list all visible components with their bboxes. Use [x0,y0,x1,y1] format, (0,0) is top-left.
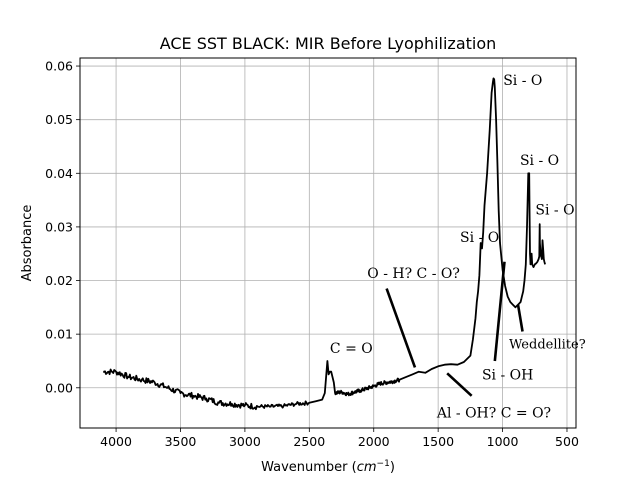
spectrum-line [103,77,546,411]
x-tick-label: 4000 [100,434,132,449]
annotation-pointer [385,288,417,368]
annotation-label: Si - O [503,73,542,89]
x-tick-label: 3500 [165,434,197,449]
x-tick-label: 500 [555,434,579,449]
annotation-markers [385,261,524,397]
annotation-label: Al - OH? C = O? [436,405,551,421]
y-tick-label: 0.05 [45,112,73,127]
y-tick-label: 0.00 [45,380,73,395]
y-tick-label: 0.01 [45,327,73,342]
x-tick-label: 3000 [229,434,261,449]
y-tick-label: 0.06 [45,59,73,74]
plot-frame [79,57,577,429]
y-tick-label: 0.04 [45,166,73,181]
y-tick-label: 0.03 [45,219,73,234]
x-tick-label: 1000 [487,434,519,449]
y-tick-label: 0.02 [45,273,73,288]
chart-title: ACE SST BLACK: MIR Before Lyophilization [160,34,497,53]
x-axis-label: Wavenumber (cm−1) [261,459,395,475]
annotation-label: O - H? C - O? [367,266,460,282]
x-tick-label: 2000 [358,434,390,449]
x-tick-label: 1500 [422,434,454,449]
annotation-label: Si - OH [482,368,533,384]
annotation-pointer [516,304,524,332]
grid-lines [80,58,576,428]
annotation-label: Weddellite? [509,338,586,353]
annotation-pointer [493,261,506,362]
axis-ticks: 4000 3500 3000 2500 2000 1500 1000 500 0.00 0.01 0… [45,59,579,449]
annotation-label: Si - O [520,153,559,169]
annotations: Si - O Si - O Si - O Si - O O - H? C - O? C =… [330,73,586,421]
y-axis-label: Absorbance [20,205,35,282]
annotation-label: Si - O [535,203,574,219]
annotation-pointer [446,372,473,397]
x-tick-label: 2500 [293,434,325,449]
annotation-label: Si - O [460,230,499,246]
annotation-label: C = O [330,341,373,357]
